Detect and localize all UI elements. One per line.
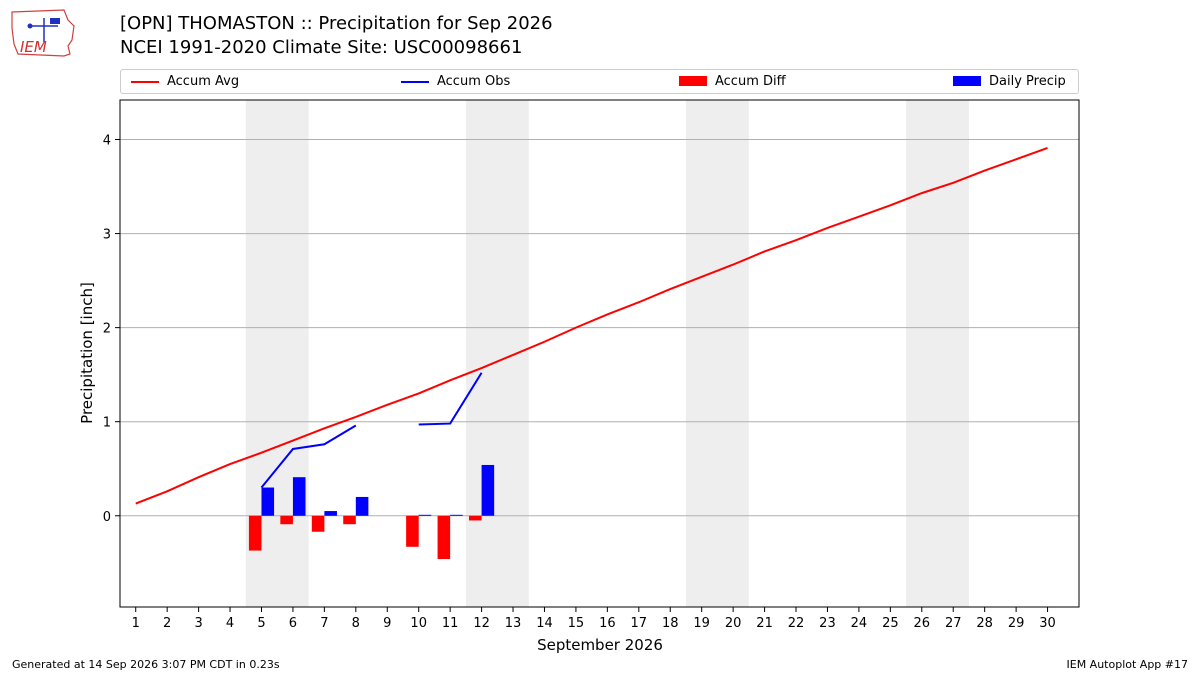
x-tick-label-10: 10 — [410, 616, 427, 631]
y-tick-label-1: 1 — [103, 416, 111, 431]
x-tick-label-1: 1 — [132, 616, 140, 631]
legend-swatch-daily-precip — [953, 76, 981, 86]
footer-app: IEM Autoplot App #17 — [1066, 658, 1189, 671]
daily-precip-bar-day-8 — [355, 496, 369, 516]
y-tick-label-2: 2 — [103, 322, 111, 337]
weekend-shading — [245, 100, 969, 607]
accum-diff-bar-day-8 — [343, 515, 356, 525]
x-tick-label-27: 27 — [945, 616, 962, 631]
accum-obs-line-segment-1 — [260, 424, 357, 489]
x-tick-label-8: 8 — [352, 616, 360, 631]
y-tick-label-0: 0 — [103, 510, 111, 525]
legend: Accum Avg Accum Obs Accum Diff Daily Pre… — [120, 69, 1079, 94]
daily-precip-bar-day-11 — [450, 514, 463, 516]
plot-frame — [119, 99, 1080, 608]
accum-diff-bar-day-6 — [280, 515, 293, 525]
x-tick-label-4: 4 — [226, 616, 234, 631]
weekend-band-4 — [906, 100, 969, 607]
accum-diff-bar-day-11 — [437, 515, 451, 560]
daily-precip-bar-day-12 — [481, 464, 495, 516]
x-tick-label-6: 6 — [289, 616, 297, 631]
chart-subtitle: NCEI 1991-2020 Climate Site: USC00098661 — [120, 37, 523, 58]
accum-diff-bar-day-12 — [469, 515, 482, 521]
x-tick-label-15: 15 — [568, 616, 585, 631]
y-tick-label-3: 3 — [103, 228, 111, 243]
x-tick-label-13: 13 — [505, 616, 522, 631]
iem-logo: IEM — [11, 9, 75, 57]
x-tick-label-19: 19 — [693, 616, 710, 631]
y-tick-label-4: 4 — [103, 134, 111, 149]
x-tick-label-20: 20 — [725, 616, 742, 631]
x-axis-label: September 2026 — [537, 636, 663, 654]
x-tick-label-22: 22 — [788, 616, 805, 631]
x-tick-label-21: 21 — [756, 616, 773, 631]
legend-swatch-accum-avg — [131, 81, 159, 83]
accum-diff-bar-day-7 — [311, 515, 325, 532]
logo-text: IEM — [20, 38, 47, 56]
legend-swatch-accum-obs — [401, 81, 429, 83]
x-tick-label-29: 29 — [1008, 616, 1025, 631]
x-axis-ticks: 1 2 3 4 5 6 7 8 9 10 11 12 13 14 15 16 17 18 19 20 21 22 23 24 2… — [132, 607, 1056, 631]
x-tick-label-25: 25 — [882, 616, 899, 631]
x-tick-label-23: 23 — [819, 616, 836, 631]
x-tick-label-28: 28 — [976, 616, 993, 631]
x-tick-label-7: 7 — [320, 616, 328, 631]
x-tick-label-26: 26 — [914, 616, 931, 631]
x-tick-label-2: 2 — [163, 616, 171, 631]
daily-precip-bar-day-5 — [261, 487, 275, 516]
daily-precip-bar-day-6 — [292, 477, 306, 516]
daily-precip-bar-day-7 — [324, 511, 337, 516]
legend-label-accum-avg: Accum Avg — [167, 74, 240, 89]
legend-label-daily-precip: Daily Precip — [989, 74, 1066, 89]
footer-generated: Generated at 14 Sep 2026 3:07 PM CDT in … — [12, 658, 280, 671]
bars — [248, 464, 495, 560]
x-tick-label-9: 9 — [383, 616, 391, 631]
daily-precip-bar-day-10 — [418, 514, 432, 516]
series-lines — [135, 147, 1048, 505]
x-tick-label-11: 11 — [442, 616, 459, 631]
accum-obs-line-segment-2 — [418, 372, 483, 426]
x-tick-label-3: 3 — [194, 616, 202, 631]
chart-title: [OPN] THOMASTON :: Precipitation for Sep… — [120, 13, 553, 34]
y-axis-ticks: 0 1 2 3 4 — [103, 134, 120, 525]
x-tick-label-5: 5 — [257, 616, 265, 631]
x-tick-label-18: 18 — [662, 616, 679, 631]
x-tick-label-30: 30 — [1039, 616, 1056, 631]
accum-diff-bar-day-10 — [406, 515, 419, 547]
x-tick-label-14: 14 — [536, 616, 553, 631]
accum-diff-bar-day-5 — [248, 515, 262, 551]
weekend-band-3 — [685, 100, 749, 607]
x-tick-label-16: 16 — [599, 616, 616, 631]
accum-avg-line — [135, 147, 1048, 505]
weekend-band-2 — [465, 100, 529, 607]
x-tick-label-24: 24 — [851, 616, 868, 631]
x-tick-label-17: 17 — [631, 616, 648, 631]
legend-label-accum-diff: Accum Diff — [715, 74, 786, 89]
legend-swatch-accum-diff — [679, 76, 707, 86]
y-axis-label: Precipitation [inch] — [78, 282, 96, 424]
x-tick-label-12: 12 — [473, 616, 490, 631]
legend-label-accum-obs: Accum Obs — [437, 74, 511, 89]
gridlines — [120, 139, 1079, 517]
